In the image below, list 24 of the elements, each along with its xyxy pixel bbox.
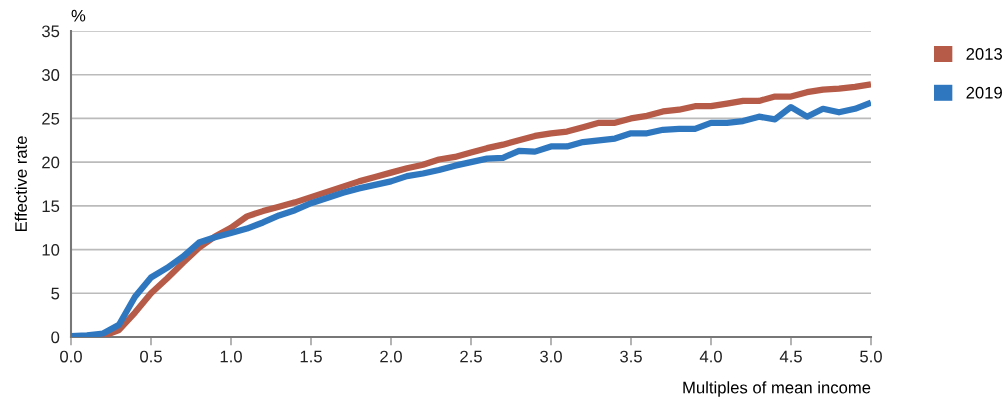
x-tick-label: 4.0	[699, 350, 722, 363]
y-tick-label: 30	[41, 69, 60, 81]
y-tick-label: 0	[51, 331, 60, 344]
x-tick-label: 1.5	[300, 350, 322, 363]
x-tick-label: 0.5	[140, 350, 162, 363]
x-tick-label: 4.5	[779, 350, 802, 363]
y-tick-label: 25	[42, 112, 60, 125]
x-tick-label: 1.0	[220, 350, 242, 363]
x-tick-label: 3.5	[620, 350, 642, 363]
x-tick-label: 2.5	[460, 350, 482, 363]
legend-label: 2013	[966, 48, 1003, 60]
y-tick-label: 15	[42, 200, 60, 213]
x-axis-title: Multiples of mean income	[683, 381, 871, 397]
x-tick-label: 5.0	[860, 350, 882, 363]
y-tick-label: 10	[42, 243, 60, 256]
y-tick-label: 20	[42, 156, 60, 169]
x-tick-label: 2.0	[380, 350, 402, 363]
text: %	[71, 9, 86, 22]
legend-label: 2019	[966, 86, 1002, 99]
y-axis-title: Effective rate	[14, 136, 27, 232]
x-tick-label: 0.0	[60, 350, 82, 363]
x-tick-label: 3.0	[540, 350, 562, 363]
y-tick-label: 35	[41, 25, 60, 38]
y-tick-label: 5	[51, 287, 60, 300]
